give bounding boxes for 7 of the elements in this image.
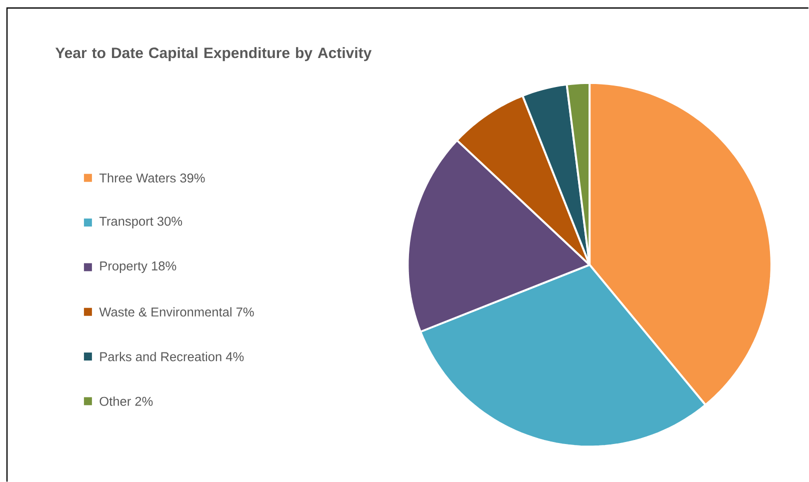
legend-label: Other 2% (100, 396, 153, 406)
legend-label: Three Waters 39% (99, 173, 205, 182)
legend-label: Waste & Environmental 7% (99, 307, 254, 316)
chart-title: Year to Date Capital Expenditure by Activity (55, 47, 372, 62)
legend-label: Transport 30% (99, 216, 182, 228)
legend-label: Parks and Recreation 4% (100, 352, 244, 362)
legend-label: Property 18% (100, 261, 176, 273)
